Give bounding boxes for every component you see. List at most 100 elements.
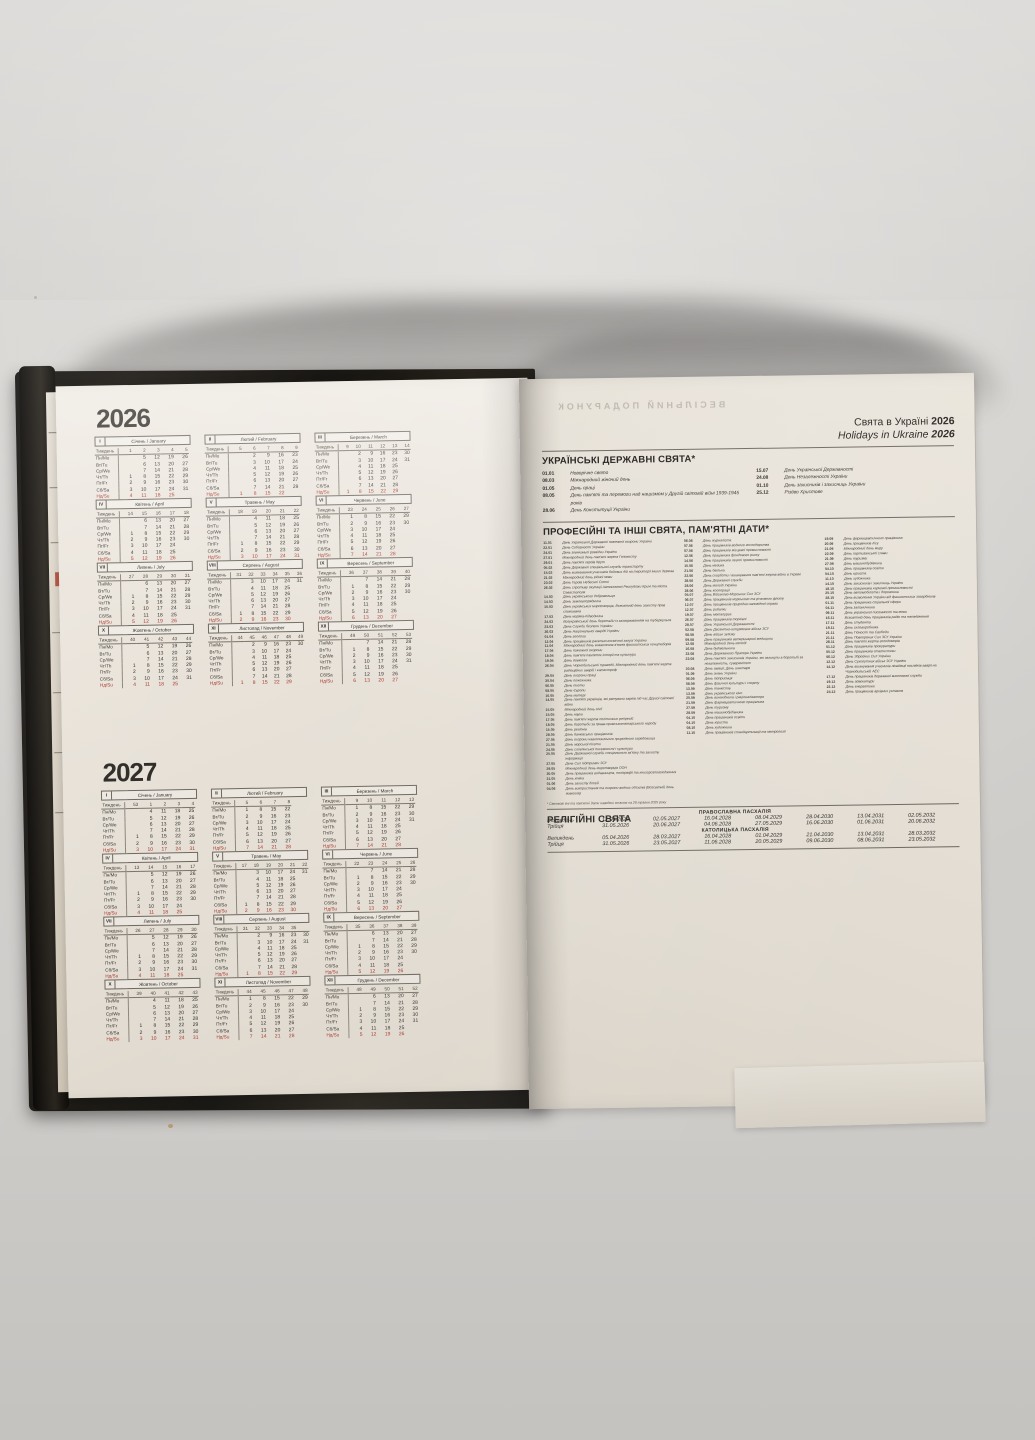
day-cell[interactable]: 4 [133,682,137,689]
day-cell[interactable]: 25 [293,515,300,522]
day-cell[interactable]: 23 [290,932,297,939]
day-cell[interactable]: 3 [139,1035,143,1043]
day-cell[interactable]: 27 [392,677,399,684]
day-cell[interactable]: 10 [150,1035,157,1042]
day-cell[interactable]: 26 [191,934,197,941]
day-cell[interactable]: 13 [382,930,389,937]
day-cell[interactable]: 12 [157,643,164,650]
day-cell[interactable]: 12 [154,454,160,461]
day-cell[interactable]: 5 [359,1031,363,1038]
day-cell[interactable]: 10 [260,578,266,585]
day-cell[interactable] [405,1031,419,1038]
day-cell[interactable]: 19 [177,934,183,941]
day-cell[interactable]: 23 [285,641,292,648]
day-cell[interactable]: 16 [379,450,386,457]
day-cell[interactable]: 20 [396,930,403,937]
day-cell[interactable]: 17 [164,1035,171,1042]
day-cell[interactable]: 26 [185,643,192,650]
day-cell[interactable]: 6 [353,678,357,685]
day-cell[interactable]: 22 [274,679,280,686]
day-cell[interactable]: 22 [389,513,396,520]
day-cell[interactable] [293,679,305,686]
day-cell[interactable]: 30 [297,641,304,648]
day-cell[interactable]: 31 [301,869,308,876]
day-cell[interactable]: 15 [270,806,277,813]
day-cell[interactable]: 28 [405,639,412,646]
day-cell[interactable]: 29 [302,995,308,1002]
day-cell[interactable]: 24 [178,1035,185,1042]
day-cell[interactable] [298,964,310,971]
day-cell[interactable]: 17 [272,578,278,585]
day-cell[interactable]: 31 [192,1034,199,1042]
day-cell[interactable]: 23 [391,450,398,457]
day-cell[interactable]: 30 [302,932,309,939]
day-cell[interactable]: 17 [277,869,284,876]
day-cell[interactable]: 8 [252,679,256,686]
day-cell[interactable]: 19 [175,871,182,878]
day-cell[interactable]: 20 [398,993,404,1000]
day-cell[interactable]: 19 [384,1031,391,1038]
day-cell[interactable]: 26 [182,454,188,461]
day-cell[interactable]: 29 [403,513,410,520]
day-cell[interactable]: 26 [189,871,196,878]
day-cell[interactable]: 27 [183,517,190,524]
day-cell[interactable]: 11 [144,681,151,688]
day-cell[interactable]: 25 [172,681,179,688]
day-cell[interactable] [179,681,193,688]
day-cell[interactable]: 16 [278,452,284,459]
day-cell[interactable]: 13 [155,517,162,524]
day-cell[interactable]: 20 [378,677,385,684]
day-cell[interactable]: 18 [279,515,286,522]
day-cell[interactable]: 18 [178,997,184,1004]
day-cell[interactable]: 13 [384,993,390,1000]
day-cell[interactable]: 29 [408,804,415,811]
day-cell[interactable]: 22 [394,804,401,811]
day-cell[interactable]: 14 [260,1033,267,1040]
day-cell[interactable]: 15 [375,513,382,520]
day-cell[interactable]: 13 [156,580,163,587]
day-cell[interactable]: 28 [409,867,416,874]
day-cell[interactable]: 19 [168,454,174,461]
day-cell[interactable]: 20 [169,517,176,524]
day-cell[interactable]: 15 [380,804,387,811]
day-cell[interactable]: 18 [158,681,165,688]
day-cell[interactable]: 15 [261,679,268,686]
day-cell[interactable]: 21 [390,576,397,583]
day-cell[interactable]: 12 [161,871,168,878]
day-cell[interactable]: 19 [171,643,178,650]
day-cell[interactable]: 30 [404,450,410,457]
day-cell[interactable]: 14 [377,639,384,646]
day-cell[interactable]: 27 [184,580,191,587]
day-cell[interactable]: 27 [412,993,418,1000]
day-cell[interactable]: 13 [364,677,371,684]
day-cell[interactable]: 28 [288,1033,295,1040]
day-cell[interactable]: 14 [381,867,388,874]
day-cell[interactable]: 24 [284,578,291,585]
day-cell[interactable]: 20 [170,580,177,587]
day-cell[interactable]: 22 [284,806,291,813]
day-cell[interactable]: 16 [278,932,285,939]
day-cell[interactable]: 10 [265,869,272,876]
day-cell[interactable]: 12 [163,934,169,941]
day-cell[interactable]: 27 [410,930,417,937]
day-cell[interactable]: 22 [288,995,294,1002]
day-cell[interactable]: 25 [192,997,198,1004]
day-cell[interactable]: 14 [376,576,383,583]
day-cell[interactable]: 16 [273,641,280,648]
day-cell[interactable]: 12 [370,1031,377,1038]
day-cell[interactable]: 23 [292,452,298,459]
day-cell[interactable]: 21 [274,1033,281,1040]
day-cell[interactable]: 15 [274,995,280,1002]
day-cell[interactable]: 21 [391,639,398,646]
day-cell[interactable]: 7 [249,1033,253,1041]
day-cell[interactable]: 21 [395,867,402,874]
day-cell[interactable] [399,677,413,684]
day-cell[interactable]: 29 [286,679,292,686]
day-cell[interactable]: 1 [240,680,244,687]
day-cell[interactable] [295,1033,309,1040]
day-cell[interactable]: 18 [174,808,181,815]
day-cell[interactable]: 24 [289,869,296,876]
day-cell[interactable]: 31 [296,578,303,585]
day-cell[interactable]: 28 [404,576,411,583]
day-cell[interactable]: 25 [188,808,195,815]
